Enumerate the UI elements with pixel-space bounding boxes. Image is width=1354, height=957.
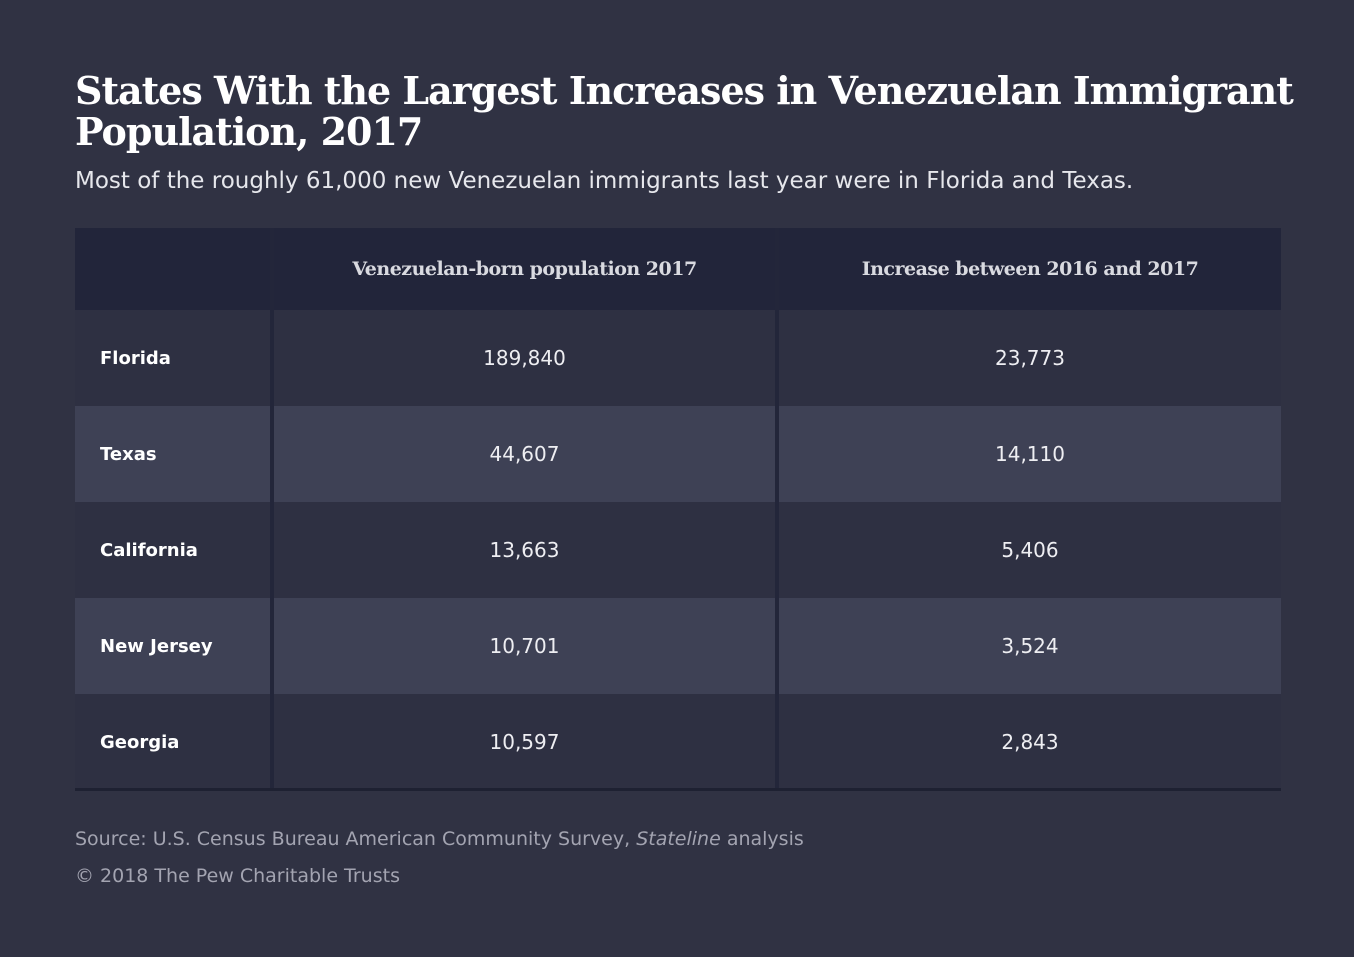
source-suffix: analysis: [720, 828, 804, 850]
population-cell: 10,701: [270, 598, 777, 694]
copyright-note: © 2018 The Pew Charitable Trusts: [75, 865, 400, 887]
chart-title: States With the Largest Increases in Ven…: [75, 68, 1294, 154]
source-note: Source: U.S. Census Bureau American Comm…: [75, 826, 804, 852]
increase-cell: 23,773: [775, 310, 1281, 406]
increase-cell: 5,406: [775, 502, 1281, 598]
table-body: Florida 189,840 23,773 Texas 44,607 14,1…: [75, 310, 1281, 790]
state-cell: California: [75, 502, 272, 598]
source-publication: Stateline: [636, 828, 721, 850]
header-row: Venezuelan-born population 2017 Increase…: [75, 228, 1281, 310]
column-header-increase: Increase between 2016 and 2017: [775, 228, 1281, 310]
increase-cell: 3,524: [775, 598, 1281, 694]
increase-cell: 14,110: [775, 406, 1281, 502]
population-cell: 10,597: [270, 694, 777, 790]
table-row: Florida 189,840 23,773: [75, 310, 1281, 406]
source-text: Source: U.S. Census Bureau American Comm…: [75, 828, 637, 850]
population-cell: 189,840: [270, 310, 777, 406]
increase-cell: 2,843: [775, 694, 1281, 790]
column-header-population: Venezuelan-born population 2017: [270, 228, 777, 310]
state-cell: Georgia: [75, 694, 272, 790]
table-header: Venezuelan-born population 2017 Increase…: [75, 228, 1281, 310]
state-cell: New Jersey: [75, 598, 272, 694]
table-row: New Jersey 10,701 3,524: [75, 598, 1281, 694]
data-table-container: Venezuelan-born population 2017 Increase…: [75, 228, 1281, 791]
state-cell: Florida: [75, 310, 272, 406]
population-cell: 13,663: [270, 502, 777, 598]
table-row: Texas 44,607 14,110: [75, 406, 1281, 502]
column-header-state: [75, 228, 272, 310]
population-cell: 44,607: [270, 406, 777, 502]
state-cell: Texas: [75, 406, 272, 502]
table-row: California 13,663 5,406: [75, 502, 1281, 598]
chart-subtitle: Most of the roughly 61,000 new Venezuela…: [75, 168, 1134, 194]
data-table: Venezuelan-born population 2017 Increase…: [75, 228, 1281, 790]
table-row: Georgia 10,597 2,843: [75, 694, 1281, 790]
table-bottom-divider: [75, 788, 1281, 791]
